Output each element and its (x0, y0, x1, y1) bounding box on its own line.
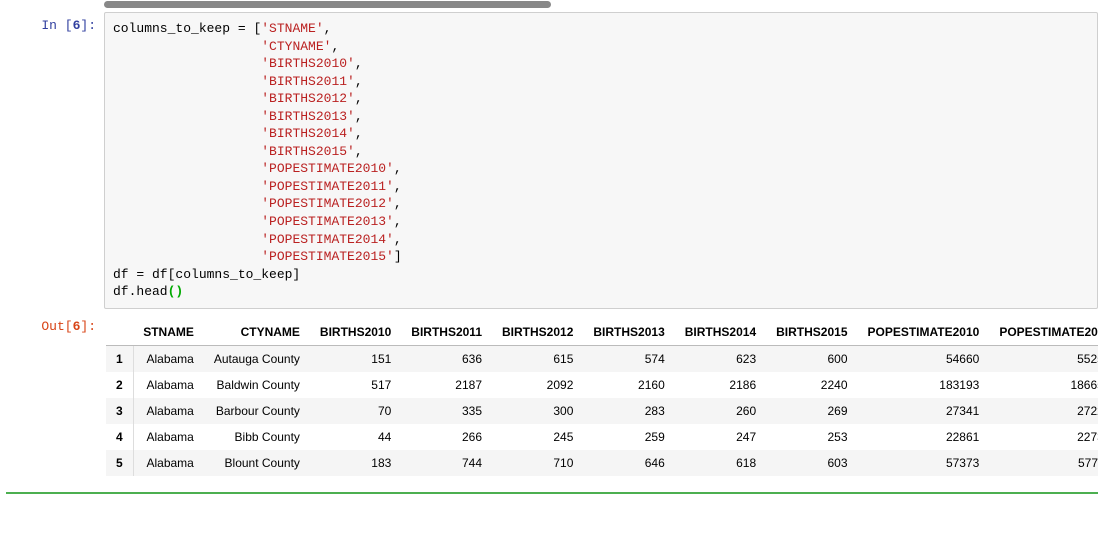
table-cell: 335 (401, 398, 492, 424)
table-body: 1AlabamaAutauga County151636615574623600… (106, 345, 1098, 476)
table-cell: 646 (583, 450, 674, 476)
table-cell: 183 (310, 450, 401, 476)
table-cell: 54660 (858, 345, 990, 372)
input-prompt: In [6]: (6, 12, 104, 33)
table-cell: 44 (310, 424, 401, 450)
table-cell: 22733 (989, 424, 1098, 450)
table-cell: 603 (766, 450, 857, 476)
table-row-index: 4 (106, 424, 133, 450)
table-cell: 2186 (675, 372, 766, 398)
table-index-header (106, 319, 133, 346)
table-cell: 744 (401, 450, 492, 476)
table-cell: 623 (675, 345, 766, 372)
table-column-header: BIRTHS2015 (766, 319, 857, 346)
table-cell: 283 (583, 398, 674, 424)
table-cell: 266 (401, 424, 492, 450)
table-cell: Alabama (133, 345, 204, 372)
table-row-index: 3 (106, 398, 133, 424)
prompt-close: ]: (80, 18, 96, 33)
table-cell: 27226 (989, 398, 1098, 424)
table-row: 3AlabamaBarbour County703353002832602692… (106, 398, 1098, 424)
table-column-header: BIRTHS2011 (401, 319, 492, 346)
table-cell: 70 (310, 398, 401, 424)
table-cell: 27341 (858, 398, 990, 424)
table-cell: 300 (492, 398, 583, 424)
table-column-header: BIRTHS2010 (310, 319, 401, 346)
table-cell: Bibb County (204, 424, 310, 450)
code-input[interactable]: columns_to_keep = ['STNAME', 'CTYNAME', … (104, 12, 1098, 309)
table-cell: 2160 (583, 372, 674, 398)
table-column-header: BIRTHS2014 (675, 319, 766, 346)
table-cell: 253 (766, 424, 857, 450)
table-cell: 2092 (492, 372, 583, 398)
table-cell: 57373 (858, 450, 990, 476)
scrollbar-top[interactable] (104, 0, 1098, 8)
table-cell: 22861 (858, 424, 990, 450)
table-cell: 2240 (766, 372, 857, 398)
table-cell: 517 (310, 372, 401, 398)
table-row-index: 1 (106, 345, 133, 372)
table-cell: 186659 (989, 372, 1098, 398)
table-cell: 183193 (858, 372, 990, 398)
table-column-header: STNAME (133, 319, 204, 346)
table-cell: 259 (583, 424, 674, 450)
table-cell: 618 (675, 450, 766, 476)
table-cell: 260 (675, 398, 766, 424)
table-row-index: 5 (106, 450, 133, 476)
table-cell: Alabama (133, 398, 204, 424)
output-cell: Out[6]: STNAMECTYNAMEBIRTHS2010BIRTHS201… (6, 313, 1098, 486)
table-cell: 574 (583, 345, 674, 372)
table-cell: 245 (492, 424, 583, 450)
code-cell: In [6]: columns_to_keep = ['STNAME', 'CT… (6, 12, 1098, 309)
table-cell: 55253 (989, 345, 1098, 372)
output-area[interactable]: STNAMECTYNAMEBIRTHS2010BIRTHS2011BIRTHS2… (104, 313, 1098, 486)
table-column-header: POPESTIMATE2010 (858, 319, 990, 346)
table-cell: 57711 (989, 450, 1098, 476)
table-row: 1AlabamaAutauga County151636615574623600… (106, 345, 1098, 372)
table-cell: Barbour County (204, 398, 310, 424)
table-column-header: CTYNAME (204, 319, 310, 346)
table-cell: 710 (492, 450, 583, 476)
table-cell: Alabama (133, 424, 204, 450)
output-prompt: Out[6]: (6, 313, 104, 334)
table-row-index: 2 (106, 372, 133, 398)
table-column-header: POPESTIMATE2011 (989, 319, 1098, 346)
cell-selection-indicator (6, 492, 1098, 494)
prompt-close-out: ]: (80, 319, 96, 334)
table-cell: 247 (675, 424, 766, 450)
table-row: 5AlabamaBlount County1837447106466186035… (106, 450, 1098, 476)
table-cell: 151 (310, 345, 401, 372)
dataframe-table: STNAMECTYNAMEBIRTHS2010BIRTHS2011BIRTHS2… (106, 319, 1098, 476)
table-cell: Blount County (204, 450, 310, 476)
table-row: 4AlabamaBibb County442662452592472532286… (106, 424, 1098, 450)
table-cell: 269 (766, 398, 857, 424)
notebook: In [6]: columns_to_keep = ['STNAME', 'CT… (0, 0, 1104, 502)
table-cell: Baldwin County (204, 372, 310, 398)
table-row: 2AlabamaBaldwin County517218720922160218… (106, 372, 1098, 398)
table-cell: 636 (401, 345, 492, 372)
prompt-out-label: Out[ (41, 319, 72, 334)
table-cell: 600 (766, 345, 857, 372)
table-cell: 2187 (401, 372, 492, 398)
table-cell: Alabama (133, 450, 204, 476)
table-cell: 615 (492, 345, 583, 372)
table-column-header: BIRTHS2013 (583, 319, 674, 346)
table-cell: Alabama (133, 372, 204, 398)
table-cell: Autauga County (204, 345, 310, 372)
table-column-header: BIRTHS2012 (492, 319, 583, 346)
prompt-in-label: In [ (41, 18, 72, 33)
table-header-row: STNAMECTYNAMEBIRTHS2010BIRTHS2011BIRTHS2… (106, 319, 1098, 346)
